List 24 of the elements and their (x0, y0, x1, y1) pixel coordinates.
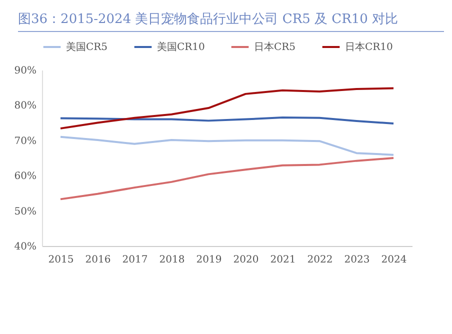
x-tick-label: 2022 (307, 254, 333, 266)
y-tick-label: 80% (14, 100, 36, 112)
y-tick-label: 40% (14, 242, 36, 252)
legend-label: 日本CR5 (254, 41, 296, 53)
legend-label: 美国CR10 (157, 41, 205, 53)
y-tick-label: 50% (14, 206, 36, 218)
line-series (60, 136, 394, 156)
y-tick-label: 90% (14, 66, 36, 76)
x-tick-label: 2015 (48, 254, 74, 266)
x-tick-label: 2021 (270, 254, 296, 266)
y-tick-label: 70% (14, 136, 36, 147)
legend-label: 美国CR5 (66, 41, 108, 53)
y-tick-label: 60% (14, 171, 36, 182)
x-tick-label: 2019 (196, 254, 222, 266)
x-tick-label: 2024 (381, 254, 407, 266)
x-tick-label: 2016 (85, 254, 111, 266)
x-tick-label: 2018 (159, 254, 185, 266)
line-series (60, 87, 394, 130)
x-tick-label: 2017 (122, 254, 148, 266)
chart-title: 图36：2015-2024 美日宠物食品行业中公司 CR5 及 CR10 对比 (18, 10, 444, 32)
x-tick-label: 2020 (233, 254, 259, 266)
line-series (60, 157, 394, 200)
x-tick-label: 2023 (344, 254, 370, 266)
legend-label: 日本CR10 (345, 41, 393, 53)
